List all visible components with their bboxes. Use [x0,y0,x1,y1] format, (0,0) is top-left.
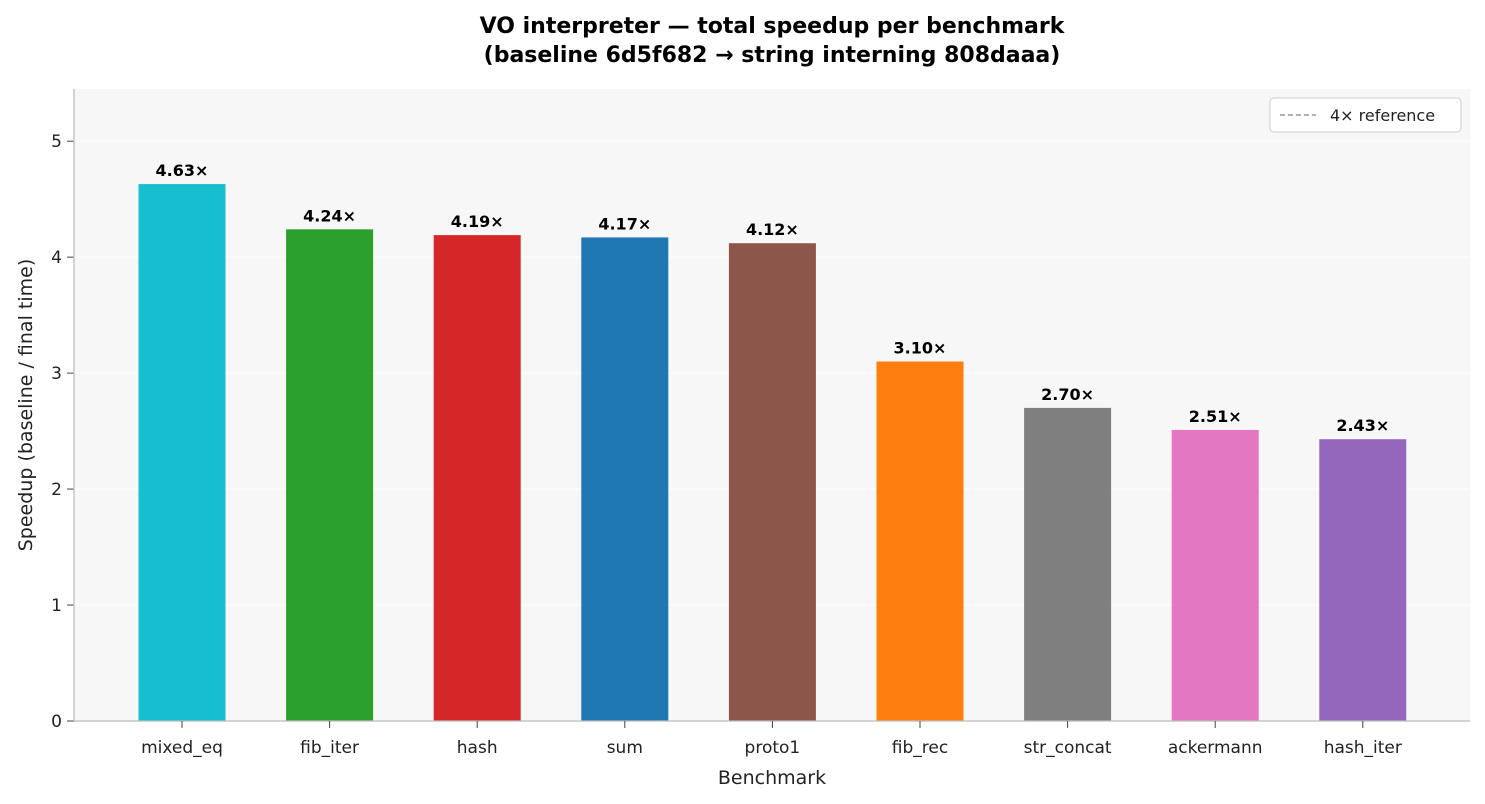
y-axis-label: Speedup (baseline / final time) [15,259,37,552]
legend-entry-4x-reference: 4× reference [1330,106,1435,125]
data-label-str-concat: 2.70× [1041,385,1094,404]
bar-sum [581,237,669,721]
data-label-proto1: 4.12× [746,220,799,239]
bar-mixed-eq [138,184,226,721]
data-labels-layer: 4.63× 4.24× 4.19× 4.17× 4.12× 3.10× 2.70× 2.51×… [156,161,1390,435]
legend: 4× reference [1269,97,1462,133]
x-tick-label-proto1: proto1 [745,738,801,758]
data-label-hash: 4.19× [451,212,504,231]
chart-subtitle: (baseline 6d5f682 → string interning 808… [484,43,1061,68]
legend-box [1269,97,1462,133]
bar-fib-iter [286,229,374,721]
y-tick-label: 1 [51,596,62,616]
y-tick-label: 2 [51,480,62,500]
x-axis-label: Benchmark [718,767,826,789]
x-tick-label-fib-rec: fib_rec [892,738,948,758]
data-label-sum: 4.17× [598,214,651,233]
data-label-hash-iter: 2.43× [1336,416,1389,435]
bar-hash-iter [1319,439,1407,721]
bar-ackermann [1171,429,1259,721]
x-tick-label-sum: sum [607,738,643,758]
bar-str-concat [1024,407,1112,721]
bars-layer [138,184,1407,721]
data-label-ackermann: 2.51× [1189,407,1242,426]
bar-fib-rec [876,361,964,721]
axes-layer: 0 1 2 3 4 5 mixed_eq fib_iter hash sum proto1 fib_r… [51,89,1470,758]
data-label-mixed-eq: 4.63× [156,161,209,180]
x-tick-label-str-concat: str_concat [1024,738,1112,758]
y-tick-label: 3 [51,364,62,384]
x-tick-label-hash: hash [457,738,498,758]
y-tick-label: 5 [51,132,62,152]
bar-hash [433,235,521,721]
data-label-fib-iter: 4.24× [303,206,356,225]
x-tick-label-fib-iter: fib_iter [300,738,359,758]
x-tick-label-ackermann: ackermann [1168,738,1263,758]
chart-title: VO interpreter — total speedup per bench… [480,14,1066,39]
y-tick-label: 4 [51,248,62,268]
data-label-fib-rec: 3.10× [894,339,947,358]
y-tick-label: 0 [51,712,62,732]
bar-proto1 [728,243,816,721]
x-tick-label-mixed-eq: mixed_eq [141,738,223,758]
x-tick-label-hash-iter: hash_iter [1324,738,1402,758]
